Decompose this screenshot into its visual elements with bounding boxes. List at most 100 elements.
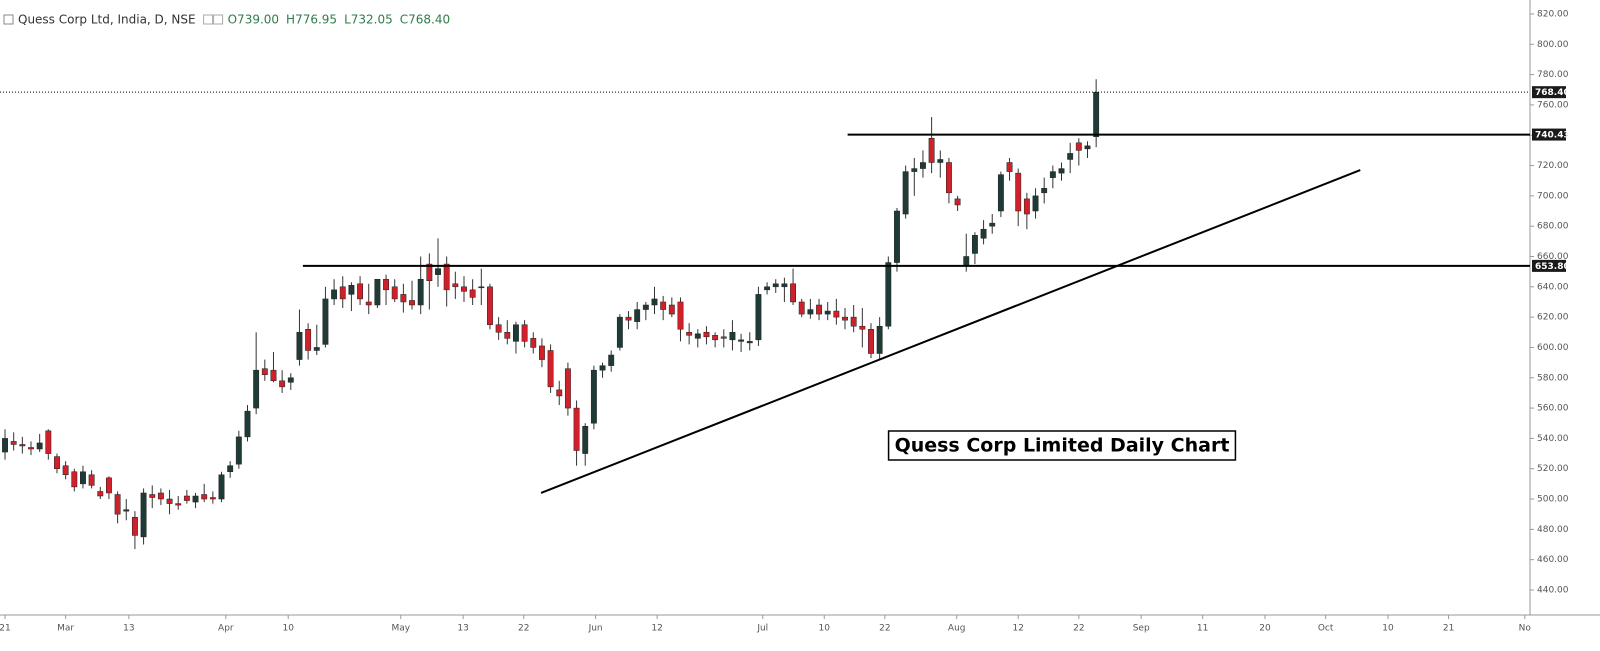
- candle-body: [62, 465, 69, 476]
- price-label-box: [1532, 128, 1566, 141]
- x-tick-label: Jul: [756, 624, 768, 634]
- candle-body: [599, 365, 606, 371]
- candle-body: [816, 304, 822, 315]
- candle-body: [660, 301, 667, 310]
- candle-body: [616, 316, 623, 348]
- candle-body: [963, 256, 970, 266]
- candle-body: [902, 171, 909, 215]
- candle-body: [235, 436, 242, 465]
- candle-body: [945, 162, 952, 194]
- y-tick-label: 500.00: [1537, 495, 1569, 505]
- candle-body: [157, 492, 164, 500]
- candle-body: [504, 332, 511, 339]
- y-tick-label: 780.00: [1537, 70, 1569, 80]
- candle-body: [720, 336, 727, 339]
- candle-body: [209, 497, 216, 500]
- candle-body: [530, 338, 537, 348]
- candle-body: [365, 301, 372, 306]
- candle-body: [911, 168, 918, 172]
- candle-body: [435, 268, 441, 275]
- ohlc-value: L732.05: [344, 13, 393, 27]
- trendline: [540, 169, 1361, 494]
- candle-body: [261, 368, 268, 375]
- ohlc-value: C768.40: [400, 13, 450, 27]
- candle-body: [729, 332, 736, 341]
- annotation-box: [887, 430, 1237, 461]
- candle-body: [244, 410, 251, 438]
- x-tick-label: Aug: [948, 624, 966, 634]
- x-tick-label: May: [391, 624, 410, 634]
- candle-body: [28, 447, 34, 450]
- candle-body: [218, 474, 225, 500]
- candle-body: [885, 262, 892, 327]
- candle-body: [383, 278, 389, 291]
- x-tick-label: 12: [1012, 624, 1023, 634]
- candle-body: [114, 494, 121, 515]
- candle-body: [131, 516, 138, 536]
- candle-body: [590, 369, 597, 424]
- x-tick-label: Sep: [1133, 624, 1150, 634]
- candle-body: [88, 474, 95, 486]
- x-tick-label: Mar: [57, 624, 74, 634]
- candle-body: [772, 283, 779, 288]
- candle-body: [19, 444, 26, 447]
- candle-body: [487, 286, 493, 325]
- x-tick-label: No: [1519, 624, 1532, 634]
- candle-body: [149, 494, 156, 498]
- x-tick-label: 10: [1382, 624, 1394, 634]
- candle-body: [140, 492, 147, 538]
- candle-body: [322, 298, 329, 345]
- x-tick-label: 21: [0, 624, 11, 634]
- candle-body: [868, 329, 874, 354]
- candle-body: [2, 438, 8, 453]
- candle-body: [651, 298, 658, 306]
- candle-body: [1041, 188, 1048, 194]
- x-tick-label: Jun: [588, 624, 603, 634]
- y-tick-label: 560.00: [1537, 404, 1569, 414]
- candle-body: [790, 283, 796, 303]
- candle-body: [764, 286, 771, 291]
- candle-body: [461, 286, 467, 292]
- candle-body: [183, 495, 190, 501]
- candle-body: [478, 286, 485, 289]
- candle-body: [746, 341, 753, 344]
- price-label-box: [1532, 86, 1566, 99]
- x-tick-label: 22: [879, 624, 890, 634]
- candle-body: [253, 369, 260, 409]
- candle-body: [201, 494, 208, 500]
- annotation: Quess Corp Limited Daily Chart: [895, 435, 1230, 457]
- candle-body: [798, 301, 805, 315]
- candle-body: [677, 301, 684, 330]
- candle-body: [443, 263, 450, 291]
- candle-body: [227, 465, 234, 472]
- candle-body: [331, 289, 338, 300]
- x-tick-label: 21: [1443, 624, 1454, 634]
- collapse-icon[interactable]: [3, 14, 14, 25]
- candle-body: [296, 332, 303, 360]
- x-tick-label: 10: [282, 624, 294, 634]
- candle-body: [712, 335, 719, 341]
- candle-body: [426, 263, 433, 281]
- x-tick-label: Apr: [218, 624, 234, 634]
- y-tick-label: 660.00: [1537, 252, 1569, 262]
- candle-body: [348, 285, 355, 295]
- y-tick-label: 700.00: [1537, 191, 1569, 201]
- candle-body: [997, 174, 1004, 212]
- y-tick-label: 820.00: [1537, 9, 1569, 19]
- candle-body: [842, 316, 848, 321]
- y-tick-label: 600.00: [1537, 343, 1569, 353]
- candle-body: [409, 300, 415, 306]
- candle-body: [513, 324, 519, 342]
- x-tick-label: 22: [1073, 624, 1084, 634]
- candle-body: [192, 495, 199, 503]
- candle-body: [703, 332, 710, 338]
- candle-body: [287, 377, 294, 383]
- candle-body: [270, 369, 277, 382]
- candle-body: [54, 456, 60, 469]
- candle-body: [80, 471, 86, 485]
- candle-body: [989, 222, 996, 227]
- candle-body: [582, 426, 589, 454]
- candle-body: [10, 441, 17, 445]
- x-tick-label: 11: [1197, 624, 1208, 634]
- y-tick-label: 620.00: [1537, 313, 1569, 323]
